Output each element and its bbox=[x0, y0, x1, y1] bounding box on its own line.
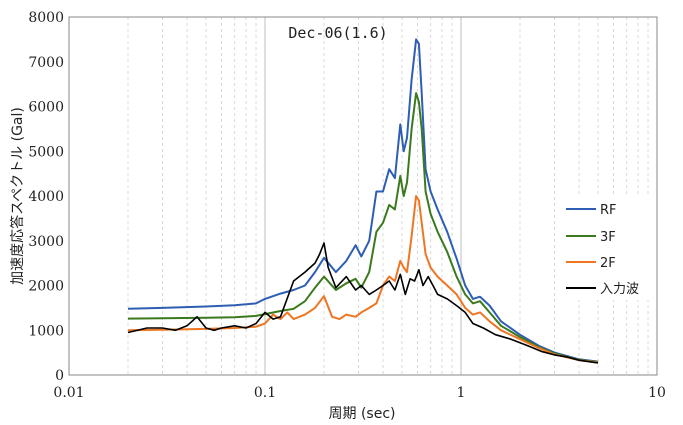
series-lines bbox=[127, 38, 599, 364]
y-tick-label: 3000 bbox=[28, 234, 64, 250]
y-tick-label: 8000 bbox=[28, 10, 64, 26]
y-tick-label: 2000 bbox=[28, 279, 64, 295]
legend-box bbox=[560, 196, 655, 300]
y-tick-label: 0 bbox=[55, 368, 64, 384]
y-tick-label: 1000 bbox=[28, 323, 64, 339]
chart-title: Dec-06(1.6) bbox=[288, 24, 387, 42]
y-tick-labels: 0 1000 2000 3000 4000 5000 6000 7000 8000 bbox=[28, 10, 64, 384]
y-tick-label: 6000 bbox=[28, 100, 64, 116]
y-tick-label: 7000 bbox=[28, 55, 64, 71]
y-tick-label: 5000 bbox=[28, 144, 64, 160]
legend-label-input: 入力波 bbox=[600, 282, 639, 297]
legend-label-2f: 2F bbox=[600, 256, 616, 271]
x-tick-label: 0.1 bbox=[254, 385, 276, 401]
x-tick-label: 0.01 bbox=[53, 385, 84, 401]
plot-frame bbox=[68, 16, 658, 376]
legend-label-rf: RF bbox=[600, 203, 617, 218]
x-tick-label: 10 bbox=[648, 385, 666, 401]
legend: RF 3F 2F 入力波 bbox=[560, 196, 655, 300]
series-line-input bbox=[127, 242, 599, 364]
series-line-rf bbox=[127, 38, 599, 363]
series-line-2f bbox=[127, 195, 599, 364]
x-tick-labels: 0.01 0.1 1 10 bbox=[53, 385, 666, 401]
x-axis-title: 周期 (sec) bbox=[329, 406, 396, 422]
series-line-3f bbox=[127, 92, 599, 363]
y-tick-label: 4000 bbox=[28, 189, 64, 205]
legend-label-3f: 3F bbox=[600, 230, 616, 245]
y-axis-title: 加速度応答スペクトル (Gal) bbox=[9, 107, 26, 285]
x-tick-label: 1 bbox=[457, 385, 466, 401]
